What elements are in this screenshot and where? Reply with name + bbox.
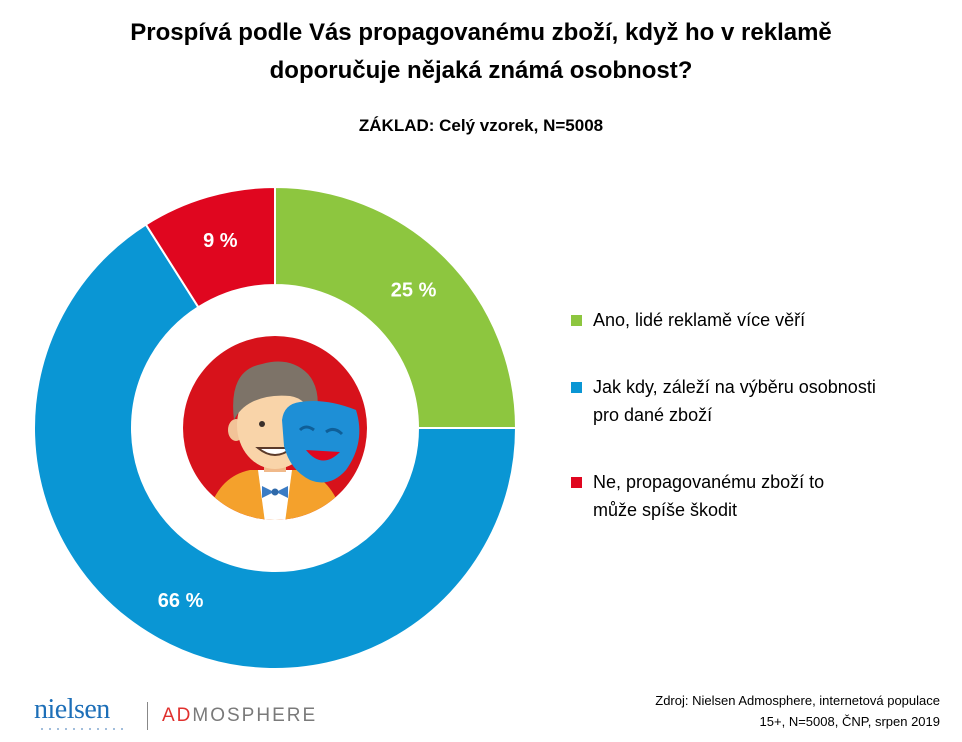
chart-subtitle: ZÁKLAD: Celý vzorek, N=5008 [358, 116, 604, 135]
legend: Ano, lidé reklamě více věří Jak kdy, zál… [571, 306, 951, 524]
logo-divider [147, 702, 148, 730]
slice-label-0: 25 % [391, 279, 437, 301]
nielsen-logo-dots [38, 728, 126, 730]
admosphere-logo: ADMOSPHERE [162, 705, 318, 726]
legend-label: Jak kdy, záleží na výběru osobnosti [593, 377, 876, 397]
source-note: Zdroj: Nielsen Admosphere, internetová p… [655, 690, 940, 732]
slice-labels: 25 % 66 % 9 % [158, 230, 437, 612]
donut-slices [33, 185, 518, 670]
donut-slice-1 [33, 223, 518, 670]
title-line-1: Prospívá podle Vás propagovanému zboží, … [130, 19, 832, 46]
legend-item-jak-kdy: Jak kdy, záleží na výběru osobnosti pro … [571, 373, 951, 429]
nielsen-logo: nielsen [34, 694, 110, 725]
chart-title: Prospívá podle Vás propagovanému zboží, … [0, 14, 962, 90]
legend-item-ne: Ne, propagovanému zboží to může spíše šk… [571, 468, 951, 524]
slice-label-2: 9 % [203, 230, 238, 252]
legend-swatch-red [571, 477, 582, 488]
legend-swatch-blue [571, 382, 582, 393]
legend-label: Ne, propagovanému zboží to [593, 472, 825, 492]
donut-slice-2 [144, 185, 276, 309]
title-line-2: doporučuje nějaká známá osobnost? [269, 57, 693, 84]
source-line-1: Zdroj: Nielsen Admosphere, internetová p… [655, 693, 940, 708]
legend-item-ano: Ano, lidé reklamě více věří [571, 306, 951, 334]
slice-label-1: 66 % [158, 590, 204, 612]
source-line-2: 15+, N=5008, ČNP, srpen 2019 [759, 714, 940, 729]
celebrity-with-theatre-mask-icon [183, 336, 367, 520]
legend-swatch-green [571, 315, 582, 326]
legend-label-continuation: pro dané zboží [593, 405, 713, 425]
legend-label-continuation: může spíše škodit [593, 500, 738, 520]
legend-label: Ano, lidé reklamě více věří [593, 310, 806, 330]
donut-slice-0 [274, 185, 518, 429]
